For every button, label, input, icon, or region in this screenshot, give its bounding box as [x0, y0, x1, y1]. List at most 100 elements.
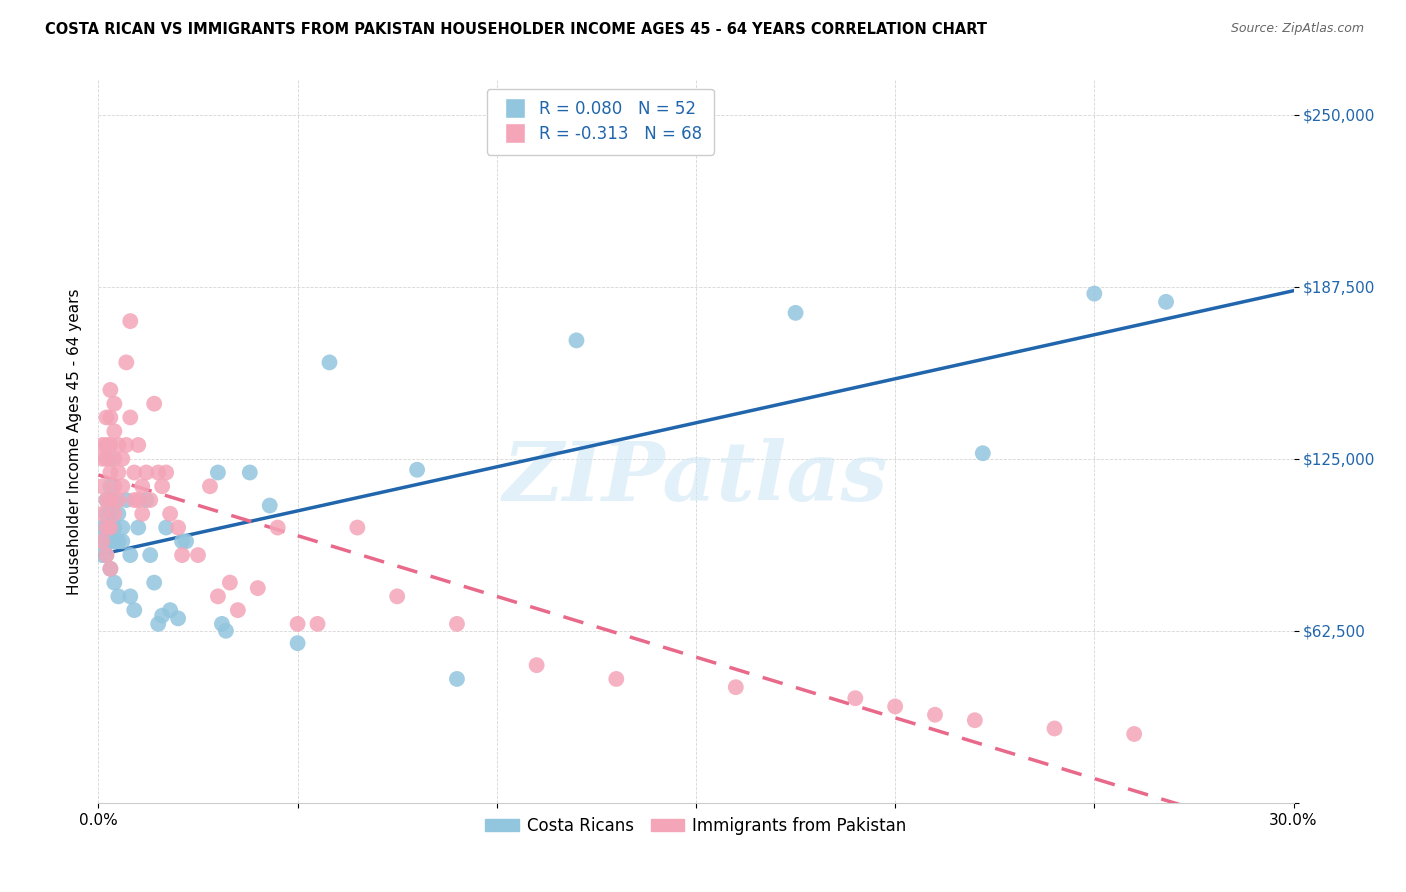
- Point: [406, 463, 429, 477]
- Point: [135, 466, 157, 480]
- Point: [98, 534, 122, 549]
- Point: [155, 520, 177, 534]
- Point: [131, 479, 153, 493]
- Legend: Costa Ricans, Immigrants from Pakistan: Costa Ricans, Immigrants from Pakistan: [478, 810, 914, 841]
- Point: [96, 534, 118, 549]
- Point: [103, 397, 125, 411]
- Point: [91, 520, 114, 534]
- Point: [120, 410, 142, 425]
- Point: [103, 424, 125, 438]
- Point: [91, 451, 114, 466]
- Point: [246, 581, 269, 595]
- Point: [96, 548, 118, 562]
- Point: [98, 438, 122, 452]
- Point: [103, 534, 125, 549]
- Point: [98, 493, 122, 508]
- Point: [884, 699, 907, 714]
- Point: [159, 603, 181, 617]
- Point: [346, 520, 368, 534]
- Point: [91, 507, 114, 521]
- Point: [96, 507, 118, 521]
- Point: [103, 520, 125, 534]
- Point: [107, 493, 129, 508]
- Point: [207, 590, 229, 604]
- Point: [107, 590, 129, 604]
- Point: [103, 493, 125, 508]
- Point: [307, 616, 329, 631]
- Point: [98, 466, 122, 480]
- Point: [111, 534, 134, 549]
- Point: [127, 520, 149, 534]
- Point: [96, 438, 118, 452]
- Point: [1154, 294, 1177, 309]
- Point: [172, 548, 194, 562]
- Point: [139, 493, 162, 508]
- Point: [96, 410, 118, 425]
- Point: [167, 611, 190, 625]
- Point: [103, 451, 125, 466]
- Point: [155, 466, 177, 480]
- Point: [172, 534, 194, 549]
- Point: [187, 548, 209, 562]
- Point: [115, 438, 138, 452]
- Point: [148, 616, 170, 631]
- Point: [150, 608, 173, 623]
- Point: [924, 707, 946, 722]
- Point: [120, 590, 142, 604]
- Point: [239, 466, 262, 480]
- Point: [150, 479, 173, 493]
- Point: [98, 562, 122, 576]
- Point: [127, 438, 149, 452]
- Text: Source: ZipAtlas.com: Source: ZipAtlas.com: [1230, 22, 1364, 36]
- Point: [96, 493, 118, 508]
- Point: [267, 520, 290, 534]
- Point: [96, 451, 118, 466]
- Point: [287, 636, 309, 650]
- Point: [446, 672, 468, 686]
- Point: [98, 410, 122, 425]
- Point: [120, 314, 142, 328]
- Point: [98, 451, 122, 466]
- Point: [127, 493, 149, 508]
- Point: [143, 397, 166, 411]
- Point: [96, 520, 118, 534]
- Point: [605, 672, 627, 686]
- Point: [124, 603, 146, 617]
- Point: [318, 355, 340, 369]
- Point: [259, 499, 281, 513]
- Point: [174, 534, 197, 549]
- Point: [211, 616, 233, 631]
- Point: [98, 520, 122, 534]
- Point: [565, 334, 588, 348]
- Point: [215, 624, 238, 638]
- Point: [1123, 727, 1146, 741]
- Point: [111, 520, 134, 534]
- Point: [103, 507, 125, 521]
- Point: [98, 562, 122, 576]
- Point: [115, 493, 138, 508]
- Point: [207, 466, 229, 480]
- Point: [91, 534, 114, 549]
- Point: [107, 438, 129, 452]
- Point: [91, 438, 114, 452]
- Point: [103, 479, 125, 493]
- Point: [124, 493, 146, 508]
- Point: [724, 680, 747, 694]
- Point: [131, 507, 153, 521]
- Point: [963, 713, 986, 727]
- Point: [287, 616, 309, 631]
- Point: [96, 493, 118, 508]
- Point: [226, 603, 249, 617]
- Point: [385, 590, 409, 604]
- Point: [526, 658, 548, 673]
- Text: ZIPatlas: ZIPatlas: [503, 438, 889, 517]
- Point: [198, 479, 221, 493]
- Point: [107, 507, 129, 521]
- Point: [1083, 286, 1105, 301]
- Text: COSTA RICAN VS IMMIGRANTS FROM PAKISTAN HOUSEHOLDER INCOME AGES 45 - 64 YEARS CO: COSTA RICAN VS IMMIGRANTS FROM PAKISTAN …: [45, 22, 987, 37]
- Point: [124, 466, 146, 480]
- Point: [148, 466, 170, 480]
- Point: [159, 507, 181, 521]
- Point: [1043, 722, 1066, 736]
- Point: [91, 534, 114, 549]
